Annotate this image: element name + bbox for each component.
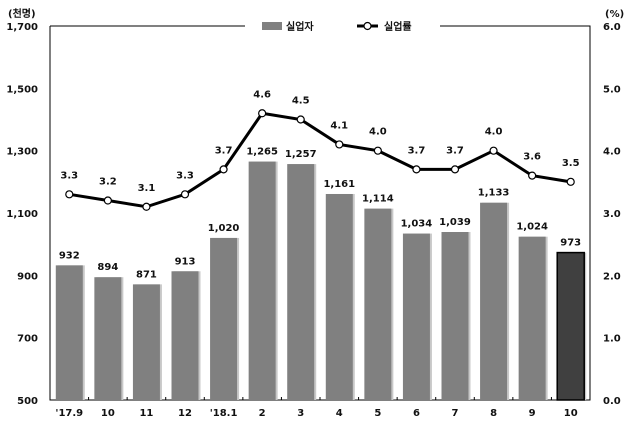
bar-value-label: 1,034	[401, 219, 433, 230]
x-tick-label: 3	[297, 408, 304, 419]
x-tick-label: 10	[564, 408, 578, 419]
rate-value-label: 4.1	[330, 120, 348, 131]
x-tick-label: 9	[529, 408, 536, 419]
rate-value-label: 3.3	[176, 170, 194, 181]
rate-value-label: 4.0	[369, 127, 387, 138]
left-tick-label: 500	[17, 396, 38, 407]
rate-point	[528, 171, 537, 180]
bar-value-label: 1,020	[208, 223, 240, 234]
rate-value-label: 3.7	[408, 145, 426, 156]
rate-point	[412, 165, 421, 174]
bar	[325, 193, 353, 400]
rate-point	[450, 165, 460, 174]
bar	[132, 284, 160, 400]
left-tick-label: 1,500	[6, 84, 38, 95]
bar-value-label: 1,257	[285, 149, 317, 160]
rate-point	[258, 109, 267, 118]
legend-bar-swatch	[262, 22, 282, 30]
bar-value-label: 932	[59, 250, 80, 261]
right-tick-label: 0.0	[603, 396, 621, 407]
rate-point	[180, 190, 190, 199]
bar-value-label: 1,133	[478, 188, 510, 199]
plot-frame	[49, 25, 591, 401]
right-axis-unit: (%)	[605, 9, 624, 20]
right-tick-label: 5.0	[603, 84, 621, 95]
bar	[556, 251, 585, 401]
bar	[402, 233, 430, 400]
bar-value-label: 894	[97, 262, 118, 273]
left-axis-unit: (천명)	[8, 7, 36, 20]
bar	[441, 232, 469, 400]
rate-value-label: 4.6	[253, 89, 271, 100]
bar-value-label: 1,114	[362, 194, 394, 205]
rate-value-label: 3.3	[60, 170, 78, 181]
bar	[94, 277, 122, 400]
rate-value-label: 3.1	[138, 183, 156, 194]
bar-value-label: 1,265	[246, 147, 278, 158]
x-tick-label: 11	[139, 408, 153, 419]
rate-value-label: 3.6	[523, 152, 541, 163]
bar-value-label: 1,161	[323, 179, 355, 190]
left-tick-label: 1,700	[6, 22, 38, 33]
bar-value-label: 1,024	[516, 222, 548, 233]
bar-value-label: 913	[175, 256, 196, 267]
bar	[364, 208, 392, 400]
bar-value-label: 871	[136, 269, 157, 280]
rate-point	[566, 177, 575, 186]
rate-point	[373, 146, 382, 155]
rate-point	[296, 115, 305, 124]
legend-line-marker	[363, 21, 372, 31]
x-tick-label: 8	[490, 408, 497, 419]
x-tick-label: 4	[336, 408, 343, 419]
rate-point	[219, 165, 228, 174]
right-tick-label: 2.0	[603, 271, 621, 282]
rate-point	[65, 190, 74, 199]
rate-point	[489, 146, 498, 155]
rate-value-label: 3.2	[99, 177, 117, 188]
bar	[55, 265, 83, 400]
right-tick-label: 4.0	[603, 147, 621, 158]
rate-value-label: 3.5	[562, 158, 580, 169]
rate-value-label: 4.5	[292, 96, 310, 107]
rate-point	[103, 196, 112, 205]
left-tick-label: 900	[17, 271, 38, 282]
rate-value-label: 4.0	[485, 127, 503, 138]
bar	[171, 271, 199, 400]
x-tick-label: 7	[452, 408, 459, 419]
right-tick-label: 3.0	[603, 209, 621, 220]
bar-value-label: 1,039	[439, 217, 471, 228]
x-tick-label: '18.1	[210, 408, 238, 419]
bar-value-label: 973	[560, 238, 581, 249]
bar	[248, 161, 276, 400]
left-tick-label: 1,300	[6, 147, 38, 158]
right-tick-label: 1.0	[603, 334, 621, 345]
left-tick-label: 1,100	[6, 209, 38, 220]
rate-point	[335, 140, 344, 149]
x-tick-label: 12	[178, 408, 192, 419]
legend-bar-label: 실업자	[286, 20, 314, 33]
right-tick-label: 6.0	[603, 22, 621, 33]
rate-value-label: 3.7	[215, 145, 233, 156]
left-tick-label: 700	[17, 334, 38, 345]
bar	[287, 164, 315, 400]
rate-value-label: 3.7	[446, 145, 464, 156]
x-tick-label: 10	[101, 408, 115, 419]
bar	[210, 237, 238, 400]
rate-point	[142, 202, 151, 211]
legend: 실업자 실업률	[262, 20, 412, 33]
bar	[480, 202, 508, 400]
x-tick-label: 5	[374, 408, 381, 419]
bar	[518, 236, 546, 400]
legend-line-label: 실업률	[384, 20, 412, 33]
x-tick-label: 6	[413, 408, 420, 419]
rate-line	[69, 111, 571, 209]
x-tick-label: '17.9	[55, 408, 83, 419]
x-tick-label: 2	[259, 408, 266, 419]
